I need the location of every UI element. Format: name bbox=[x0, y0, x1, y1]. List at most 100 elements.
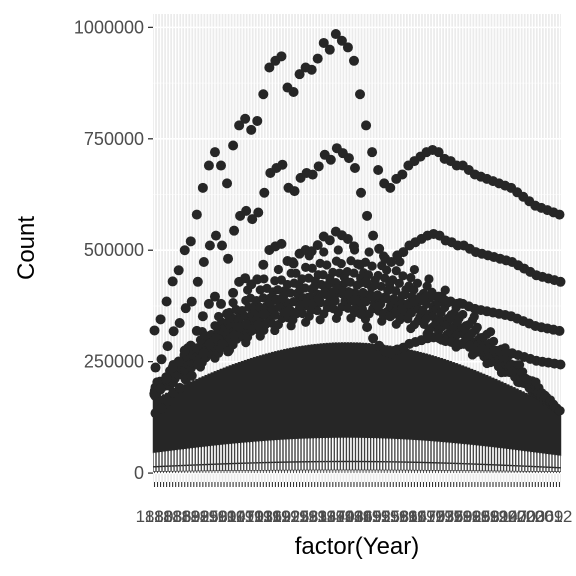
x-tick-label: 1961 bbox=[380, 507, 418, 526]
box bbox=[213, 444, 217, 472]
box bbox=[252, 441, 256, 471]
outlier-point bbox=[216, 298, 226, 309]
box bbox=[397, 438, 401, 471]
x-tick-label: 1991 bbox=[471, 507, 509, 526]
outlier-point bbox=[356, 187, 367, 198]
outlier-point bbox=[228, 287, 239, 298]
box bbox=[349, 437, 353, 471]
x-tick-label: 1955 bbox=[362, 507, 400, 526]
outlier-point bbox=[554, 406, 565, 416]
outlier-point bbox=[348, 55, 359, 66]
x-tick-label: 1913 bbox=[235, 507, 273, 526]
outlier-point bbox=[367, 147, 378, 158]
x-tick-label: 2009 bbox=[525, 507, 563, 526]
x-tick-label: 1886 bbox=[154, 507, 192, 526]
y-axis-title: Count bbox=[13, 216, 40, 280]
outlier-point bbox=[386, 256, 397, 267]
box bbox=[509, 448, 513, 472]
box bbox=[415, 439, 419, 471]
outlier-point bbox=[313, 161, 324, 172]
outlier-point bbox=[373, 301, 384, 312]
x-axis-title: factor(Year) bbox=[295, 533, 420, 560]
outlier-point bbox=[253, 320, 264, 331]
outlier-point bbox=[343, 303, 353, 313]
x-tick-label: 2006 bbox=[516, 507, 554, 526]
x-tick-label: 1997 bbox=[489, 507, 527, 526]
outlier-point bbox=[367, 291, 378, 302]
x-tick-label: 2012 bbox=[535, 507, 573, 526]
outlier-point bbox=[198, 348, 209, 359]
x-tick-label: 1898 bbox=[190, 507, 228, 526]
box bbox=[470, 444, 474, 471]
outlier-point bbox=[179, 245, 190, 256]
box bbox=[545, 453, 549, 472]
box bbox=[301, 438, 305, 471]
box bbox=[503, 447, 507, 472]
box bbox=[361, 437, 365, 471]
outlier-point bbox=[252, 115, 263, 126]
outlier-point bbox=[297, 274, 307, 284]
outlier-point bbox=[307, 263, 317, 273]
box bbox=[180, 448, 184, 472]
box bbox=[189, 447, 193, 472]
box bbox=[231, 442, 235, 471]
outlier-point bbox=[373, 165, 384, 175]
box bbox=[186, 447, 190, 472]
x-tick-label: 1964 bbox=[389, 507, 427, 526]
outlier-point bbox=[246, 124, 257, 135]
box bbox=[370, 437, 374, 471]
box bbox=[425, 440, 428, 471]
box bbox=[328, 437, 332, 471]
box bbox=[298, 438, 302, 471]
box bbox=[343, 437, 347, 471]
outlier-point bbox=[258, 259, 269, 270]
box bbox=[437, 441, 441, 471]
box bbox=[346, 437, 350, 471]
outlier-point bbox=[424, 274, 434, 284]
outlier-point bbox=[485, 327, 496, 337]
outlier-point bbox=[291, 268, 301, 278]
box bbox=[270, 439, 274, 471]
outlier-points bbox=[149, 29, 566, 419]
x-tick-label: 1934 bbox=[299, 507, 337, 526]
box bbox=[249, 441, 253, 471]
x-tick-label: 1946 bbox=[335, 507, 373, 526]
box bbox=[219, 444, 223, 471]
box bbox=[434, 440, 438, 471]
outlier-point bbox=[330, 29, 341, 40]
box bbox=[304, 437, 308, 471]
x-tick-label: 2000 bbox=[498, 507, 536, 526]
outlier-point bbox=[186, 296, 197, 307]
outlier-point bbox=[174, 382, 185, 393]
outlier-point bbox=[270, 276, 280, 286]
outlier-point bbox=[328, 267, 338, 277]
box bbox=[422, 439, 425, 471]
box bbox=[171, 449, 175, 472]
box bbox=[497, 447, 501, 472]
box bbox=[419, 439, 422, 471]
outlier-point bbox=[325, 290, 336, 301]
box bbox=[412, 439, 416, 471]
box bbox=[165, 450, 169, 472]
outlier-point bbox=[554, 325, 565, 336]
outlier-point bbox=[342, 233, 353, 244]
box bbox=[228, 443, 232, 471]
outlier-point bbox=[361, 276, 372, 287]
box bbox=[283, 438, 286, 471]
box bbox=[494, 446, 498, 472]
outlier-point bbox=[368, 230, 379, 241]
box bbox=[334, 437, 338, 471]
box bbox=[364, 437, 368, 471]
outlier-point bbox=[204, 240, 215, 251]
box bbox=[512, 449, 516, 472]
box bbox=[409, 439, 413, 471]
outlier-point bbox=[229, 330, 240, 341]
outlier-point bbox=[324, 235, 335, 246]
box bbox=[530, 451, 534, 472]
box bbox=[295, 438, 299, 471]
outlier-point bbox=[167, 362, 178, 373]
box bbox=[292, 438, 295, 471]
box bbox=[198, 446, 202, 472]
outlier-point bbox=[433, 147, 444, 158]
outlier-point bbox=[349, 162, 360, 173]
